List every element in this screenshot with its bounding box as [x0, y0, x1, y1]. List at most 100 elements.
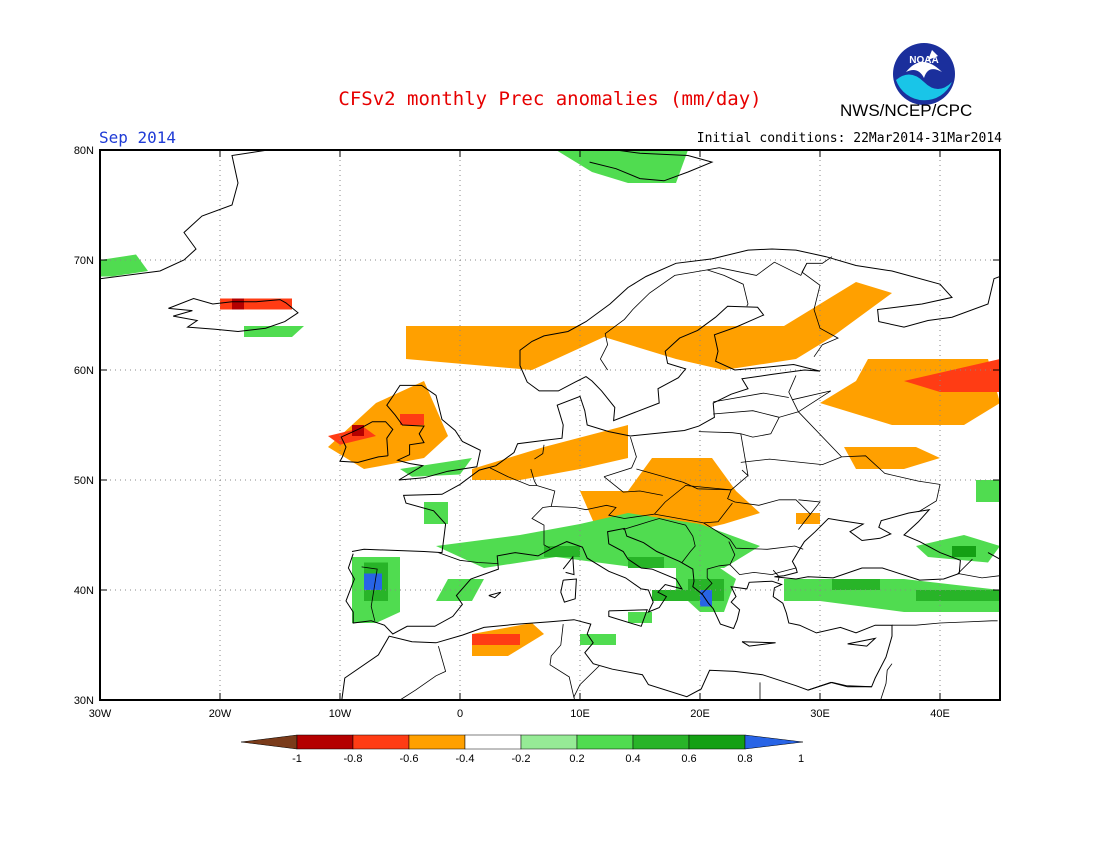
country-border: [707, 261, 808, 276]
coastline: [847, 637, 877, 647]
lon-tick-label: 40E: [930, 708, 950, 720]
lon-tick-label: 20E: [690, 708, 710, 720]
country-border: [792, 390, 832, 413]
country-border: [534, 444, 545, 460]
lon-tick-label: 10W: [329, 708, 352, 720]
colorbar-label: 1: [798, 753, 804, 765]
colorbar-label: 0.4: [625, 753, 640, 765]
country-border: [623, 518, 696, 563]
colorbar-label: -0.2: [512, 753, 531, 765]
anomaly-region: [832, 579, 880, 590]
country-border: [636, 468, 732, 491]
coastline: [339, 421, 394, 463]
country-border: [801, 256, 839, 358]
anomaly-region: [916, 590, 1000, 601]
lat-lon-grid: [100, 150, 1000, 700]
anomaly-region: [244, 326, 304, 337]
country-border: [713, 410, 780, 418]
anomaly-region: [232, 298, 244, 310]
map-axes: 30N 40N 50N 60N 70N 80N 30W 20W 10W 0 10E 20E 30E 40E: [74, 145, 1000, 720]
colorbar-segment: [296, 734, 354, 750]
agency-label: NWS/NCEP/CPC: [840, 101, 973, 120]
anomaly-region: [796, 513, 820, 524]
country-border: [740, 455, 941, 513]
coastline: [589, 150, 714, 182]
anomaly-region: [472, 425, 628, 480]
valid-month-label: Sep 2014: [99, 128, 177, 147]
anomaly-region: [472, 634, 520, 645]
colorbar: -1 -0.8 -0.6 -0.4 -0.2 0.2 0.4 0.6 0.8 1: [240, 734, 804, 765]
lon-tick-label: 30W: [89, 708, 112, 720]
country-border: [713, 392, 789, 403]
colorbar-segment: [408, 734, 466, 750]
lon-tick-label: 30E: [810, 708, 830, 720]
map-title: CFSv2 monthly Prec anomalies (mm/day): [338, 88, 762, 110]
country-border: [530, 468, 538, 486]
coastline: [341, 619, 872, 700]
anomaly-region: [436, 513, 760, 568]
initial-conditions-label: Initial conditions: 22Mar2014-31Mar2014: [696, 131, 1002, 146]
lat-tick-label: 60N: [74, 365, 94, 377]
colorbar-label: 0.2: [569, 753, 584, 765]
country-border: [703, 522, 804, 550]
country-border: [772, 569, 780, 582]
colorbar-segment: [352, 734, 410, 750]
colorbar-segment: [688, 734, 746, 750]
coastline: [741, 641, 776, 647]
map-frame: [99, 149, 1001, 701]
anomaly-region: [406, 282, 892, 370]
country-border: [798, 499, 821, 515]
lat-tick-label: 40N: [74, 585, 94, 597]
anomaly-region: [328, 381, 448, 469]
colorbar-label: -0.8: [344, 753, 363, 765]
colorbar-segment: [464, 734, 522, 750]
colorbar-segment: [520, 734, 578, 750]
country-border: [603, 436, 637, 478]
colorbar-label: -1: [292, 753, 302, 765]
coastline: [386, 384, 481, 481]
country-border: [603, 476, 663, 496]
coastline: [488, 591, 502, 599]
anomaly-region: [400, 414, 424, 425]
country-border: [729, 564, 797, 576]
colorbar-end-low: [240, 734, 298, 750]
coastline: [351, 248, 1000, 554]
anomaly-region: [544, 546, 580, 557]
anomaly-region: [628, 612, 652, 623]
country-border: [654, 502, 733, 524]
anomaly-fills: [100, 150, 1000, 656]
country-border: [361, 566, 378, 621]
coastline: [560, 578, 577, 603]
colorbar-end-high: [744, 734, 804, 750]
colorbar-segment: [632, 734, 690, 750]
country-border: [957, 558, 1000, 579]
coastline: [562, 555, 575, 576]
lon-tick-label: 0: [457, 708, 463, 720]
anomaly-region: [952, 546, 976, 557]
country-border: [398, 645, 447, 700]
anomaly-region: [400, 458, 472, 477]
lon-tick-label: 10E: [570, 708, 590, 720]
lon-tick-label: 20W: [209, 708, 232, 720]
coastline: [987, 552, 1000, 560]
colorbar-label: -0.4: [456, 753, 475, 765]
lat-tick-label: 70N: [74, 255, 94, 267]
country-border: [892, 620, 998, 626]
coastline: [100, 150, 269, 280]
anomaly-region: [976, 480, 1000, 502]
anomaly-region: [580, 634, 616, 645]
country-border: [438, 552, 499, 564]
country-border: [573, 665, 600, 700]
coastlines: [100, 150, 1000, 700]
country-border: [798, 411, 842, 458]
country-border: [599, 269, 749, 371]
coastline: [345, 527, 893, 691]
country-border: [698, 375, 799, 438]
coastline: [774, 508, 961, 581]
colorbar-label: 0.8: [737, 753, 752, 765]
country-border: [880, 663, 893, 700]
logo-text: NOAA: [909, 55, 938, 66]
noaa-logo: NOAA: [892, 42, 956, 106]
coastline: [608, 609, 648, 627]
